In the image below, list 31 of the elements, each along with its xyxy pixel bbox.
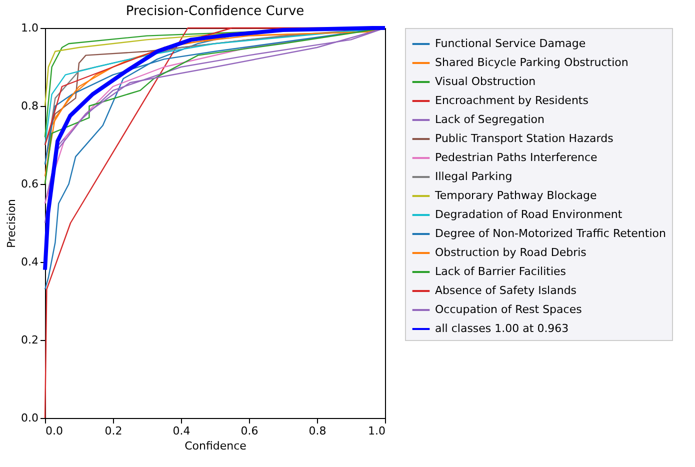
- legend-label: Pedestrian Paths Interference: [435, 151, 598, 164]
- y-tick-label: 0.6: [21, 178, 38, 190]
- y-tick-label: 0.2: [21, 334, 38, 346]
- legend-label: Shared Bicycle Parking Obstruction: [435, 56, 628, 69]
- legend-label: Visual Obstruction: [435, 75, 536, 88]
- legend-label: Obstruction by Road Debris: [435, 246, 587, 259]
- legend-label: Degree of Non-Motorized Traffic Retention: [435, 227, 666, 240]
- x-tick-label: 0.8: [308, 424, 326, 438]
- legend-label: Illegal Parking: [435, 170, 512, 183]
- legend-label: all classes 1.00 at 0.963: [435, 322, 569, 335]
- legend-label: Temporary Pathway Blockage: [434, 189, 598, 202]
- legend-label: Absence of Safety Islands: [435, 284, 577, 297]
- y-axis-title: Precision: [5, 198, 18, 248]
- y-tick-label: 0.4: [21, 256, 38, 268]
- legend-label: Functional Service Damage: [435, 37, 586, 50]
- legend-label: Lack of Barrier Facilities: [435, 265, 566, 278]
- x-tick-label: 0.6: [240, 424, 258, 438]
- legend-label: Degradation of Road Environment: [435, 208, 623, 221]
- chart-title: Precision-Confidence Curve: [126, 4, 304, 19]
- x-tick-label: 0.2: [104, 424, 122, 438]
- x-tick-label: 1.0: [368, 424, 386, 438]
- x-tick-label: 0.4: [172, 424, 190, 438]
- y-tick-label: 0.0: [21, 412, 38, 424]
- x-tick-label: 0.0: [46, 424, 63, 438]
- legend-label: Public Transport Station Hazards: [435, 132, 614, 145]
- legend-label: Encroachment by Residents: [435, 94, 589, 107]
- y-tick-label: 1.0: [21, 22, 38, 34]
- x-axis-title: Confidence: [184, 440, 247, 452]
- y-tick-label: 0.8: [21, 100, 38, 112]
- legend-label: Lack of Segregation: [435, 113, 544, 126]
- legend-label: Occupation of Rest Spaces: [435, 303, 582, 316]
